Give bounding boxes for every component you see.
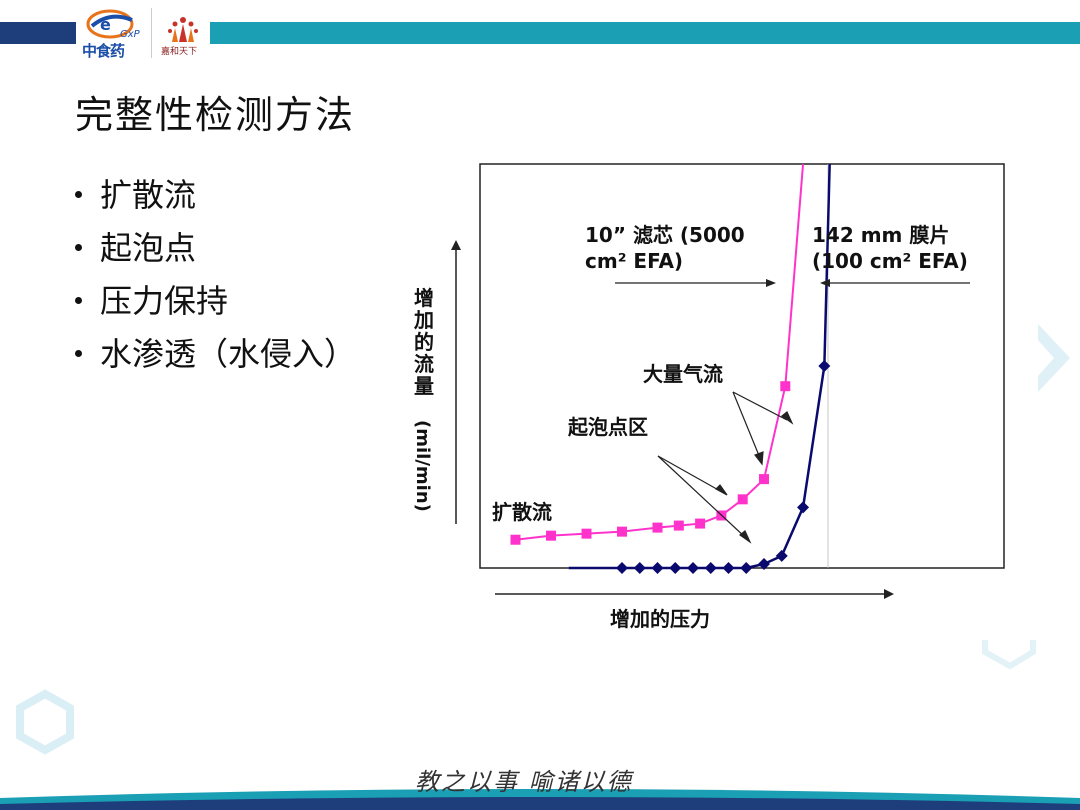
list-item: 起泡点: [75, 221, 356, 274]
data-point: [759, 474, 769, 485]
data-point: [695, 518, 706, 529]
filter-arrow: [615, 279, 776, 287]
svg-text:e: e: [100, 15, 111, 34]
annotation-arrows: [657, 391, 794, 544]
data-point: [797, 501, 810, 514]
bullet-dot: [75, 191, 82, 198]
membrane-arrow: [820, 279, 970, 287]
data-point: [673, 520, 684, 531]
data-point: [687, 562, 699, 574]
y-axis-label-char: 量: [414, 374, 434, 398]
y-axis-label: 增加的流量: [413, 286, 434, 398]
data-point: [740, 562, 753, 574]
data-point: [546, 530, 556, 541]
data-point: [510, 534, 521, 545]
y-axis-label-char: 流: [414, 352, 434, 376]
diffusion-label: 扩散流: [492, 500, 552, 524]
footer-motto: 教之以事 喻诸以德: [415, 768, 633, 796]
list-item-label: 压力保持: [100, 281, 229, 320]
data-point: [818, 360, 831, 372]
data-point: [780, 381, 791, 392]
membrane-label-line1: 142 mm 膜片: [812, 223, 949, 247]
header-bar-left: [0, 22, 76, 44]
y-axis-arrow: [451, 240, 461, 524]
data-point: [758, 557, 770, 570]
bullet-dot: [75, 350, 82, 357]
data-point: [633, 562, 646, 574]
list-item: 扩散流: [75, 168, 356, 221]
data-point: [651, 562, 664, 574]
header-bar-right: [210, 22, 1080, 44]
filter-label-line2: cm² EFA): [585, 249, 683, 273]
bubble-zone-label: 起泡点区: [567, 415, 648, 439]
x-axis-label: 增加的压力: [610, 607, 710, 631]
data-point: [775, 549, 788, 562]
data-point: [617, 526, 627, 537]
data-point: [722, 562, 735, 574]
bullet-dot: [75, 297, 82, 304]
y-axis-unit: (mil/min): [412, 420, 433, 512]
hexagon-decoration-icon: [982, 640, 1036, 670]
data-point: [669, 562, 682, 574]
brand-emblem-icon: [168, 17, 198, 42]
y-axis-label-group: 增加的流量: [413, 286, 434, 398]
bullet-dot: [75, 244, 82, 251]
membrane-label-line2: (100 cm² EFA): [812, 249, 968, 273]
data-point: [737, 494, 748, 505]
page-title: 完整性检测方法: [75, 93, 356, 137]
series-filter: [510, 163, 805, 545]
footer-wave: [0, 789, 1080, 810]
y-axis-label-char: 的: [414, 330, 434, 354]
list-item-label: 扩散流: [100, 175, 197, 214]
hexagon-decoration-icon: [16, 689, 74, 755]
list-item-label: 水渗透（水侵入）: [100, 334, 357, 373]
next-chevron-icon: [1038, 324, 1070, 392]
list-item: 压力保持: [75, 274, 356, 327]
method-list: 扩散流 起泡点 压力保持 水渗透（水侵入）: [75, 168, 356, 380]
heavy-flow-label: 大量气流: [643, 362, 723, 386]
logo-text: 中食药: [82, 42, 125, 60]
brand-name: 嘉和天下: [161, 47, 198, 57]
data-point: [581, 528, 592, 539]
company-logo-icon: e: [86, 9, 134, 39]
x-axis-arrow: [495, 589, 894, 599]
series-membrane: [568, 163, 831, 574]
data-point: [616, 562, 628, 574]
logo-gxp: GxP: [120, 29, 140, 40]
y-axis-label-char: 加: [413, 308, 434, 332]
data-point: [652, 522, 663, 533]
logo-divider: [151, 8, 152, 58]
list-item-label: 起泡点: [100, 228, 197, 267]
data-point: [704, 562, 717, 574]
filter-label-line1: 10” 滤芯 (5000: [585, 223, 745, 247]
series-line: [515, 163, 805, 541]
y-axis-label-char: 增: [414, 286, 434, 310]
list-item: 水渗透（水侵入）: [75, 327, 356, 380]
